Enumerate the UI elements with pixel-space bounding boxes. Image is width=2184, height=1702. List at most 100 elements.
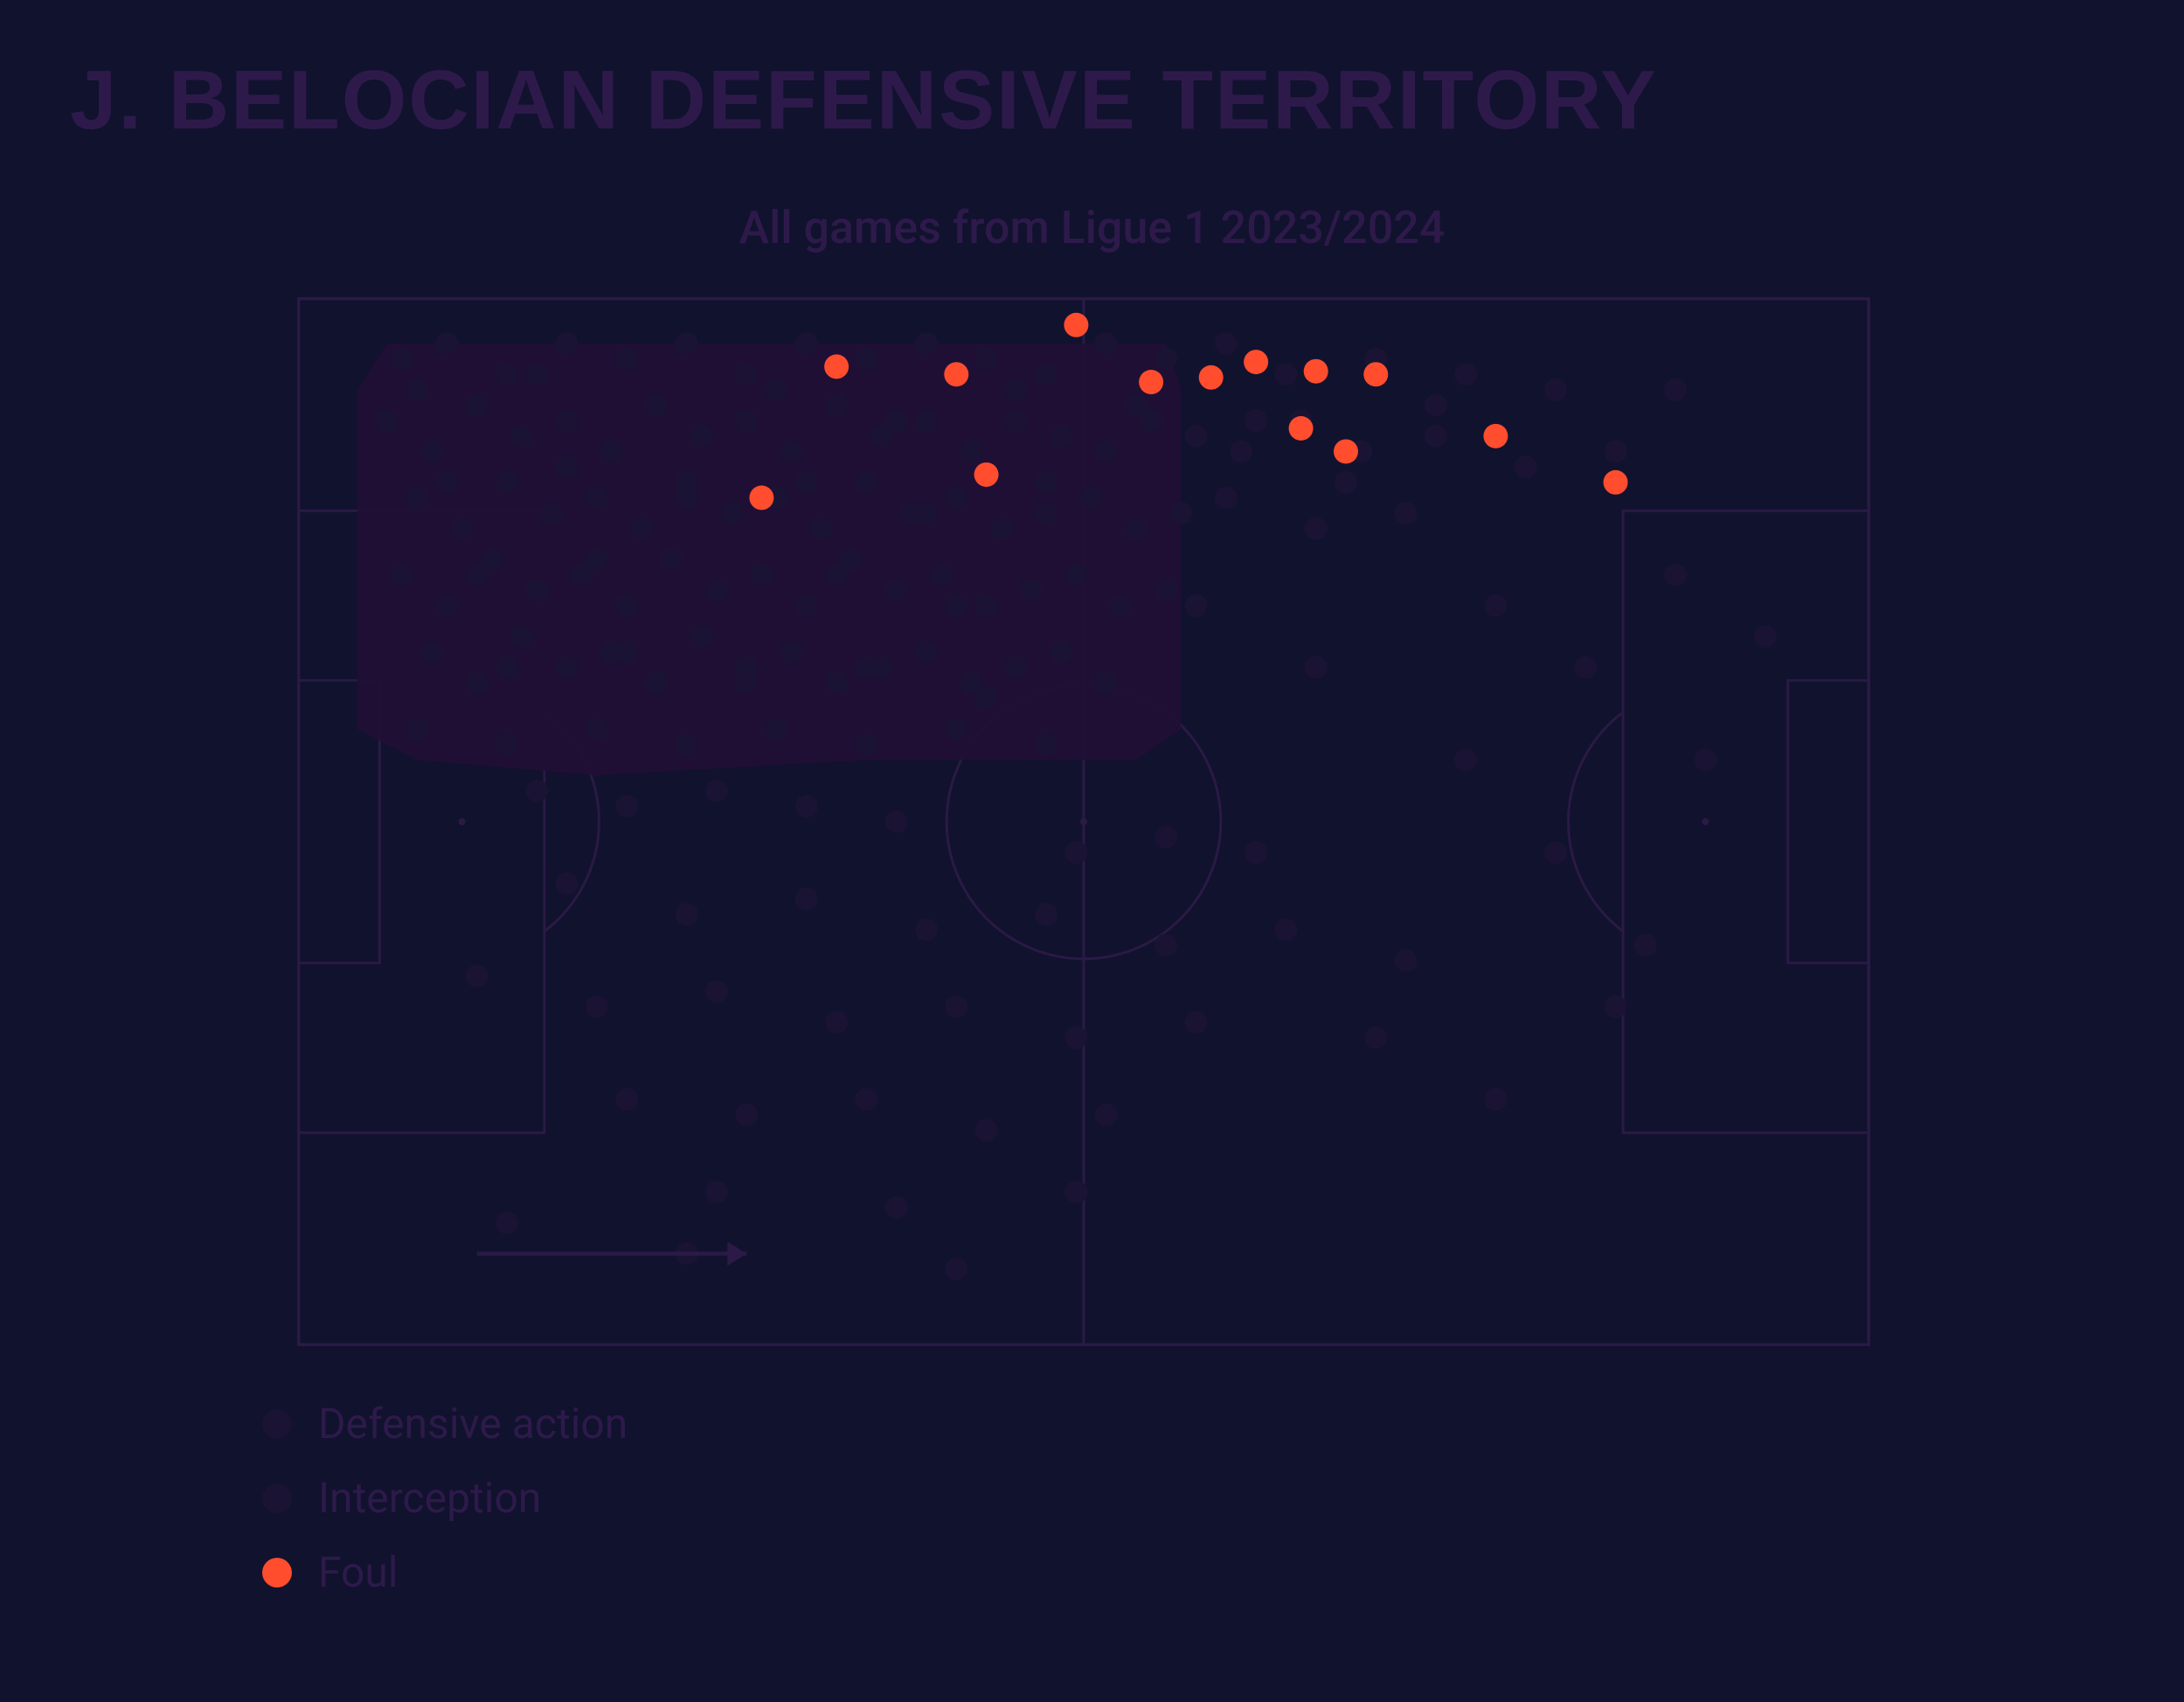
defensive-action-marker xyxy=(525,579,548,601)
defensive-action-marker xyxy=(1484,1088,1507,1111)
interception-marker xyxy=(1305,656,1328,679)
interception-marker xyxy=(406,379,428,401)
penalty-spot xyxy=(459,818,466,825)
foul-marker xyxy=(749,485,773,510)
foul-marker xyxy=(1483,424,1508,448)
defensive-action-marker xyxy=(825,671,848,694)
defensive-action-marker xyxy=(466,671,489,694)
defensive-action-marker xyxy=(690,425,713,448)
defensive-action-marker xyxy=(1454,363,1477,386)
defensive-action-marker xyxy=(1484,594,1507,617)
defensive-action-marker xyxy=(1664,564,1687,587)
defensive-action-marker xyxy=(676,733,698,756)
defensive-action-marker xyxy=(1110,594,1133,617)
interception-marker xyxy=(885,409,908,432)
defensive-action-marker xyxy=(1095,671,1118,694)
defensive-action-marker xyxy=(1215,332,1238,355)
defensive-action-marker xyxy=(795,887,818,910)
defensive-action-marker xyxy=(510,625,533,648)
defensive-action-marker xyxy=(615,1088,638,1111)
foul-marker xyxy=(1289,416,1314,441)
foul-marker xyxy=(974,462,999,487)
defensive-action-marker xyxy=(1095,332,1118,355)
defensive-action-marker xyxy=(1064,1181,1087,1204)
defensive-action-marker xyxy=(1095,1103,1118,1126)
defensive-action-marker xyxy=(705,780,728,802)
defensive-action-marker xyxy=(945,1258,967,1281)
defensive-action-marker xyxy=(466,394,489,417)
foul-marker xyxy=(1139,370,1163,394)
legend-row: Interception xyxy=(262,1473,627,1523)
defensive-action-marker xyxy=(795,594,818,617)
interception-marker xyxy=(1425,394,1447,417)
defensive-action-marker xyxy=(1245,841,1267,864)
defensive-action-marker xyxy=(556,332,579,355)
defensive-action-marker xyxy=(1035,733,1057,756)
defensive-action-marker xyxy=(645,671,668,694)
interception-marker xyxy=(645,394,668,417)
defensive-action-marker xyxy=(556,656,579,679)
foul-marker xyxy=(1199,365,1224,390)
foul-marker xyxy=(1604,470,1628,495)
defensive-action-marker xyxy=(1215,486,1238,509)
defensive-action-marker xyxy=(1050,641,1072,663)
defensive-action-marker xyxy=(1005,409,1028,432)
foul-marker xyxy=(824,354,849,379)
defensive-action-marker xyxy=(1035,363,1057,386)
defensive-action-marker xyxy=(1274,919,1297,941)
penalty-spot xyxy=(1702,818,1709,825)
defensive-action-marker xyxy=(391,348,413,371)
defensive-action-marker xyxy=(1095,440,1118,462)
defensive-action-marker xyxy=(615,795,638,817)
defensive-action-marker xyxy=(1185,1011,1208,1033)
defensive-action-marker xyxy=(1154,579,1177,601)
defensive-action-marker xyxy=(705,1181,728,1204)
defensive-action-marker xyxy=(795,795,818,817)
defensive-action-marker xyxy=(1035,903,1057,926)
interception-marker xyxy=(676,486,698,509)
defensive-action-marker xyxy=(466,964,489,987)
defensive-action-marker xyxy=(1605,996,1627,1018)
chart-subtitle: All games from Ligue 1 2023/2024 xyxy=(0,201,2184,254)
pitch-plot xyxy=(297,297,1870,1346)
defensive-action-marker xyxy=(975,594,998,617)
defensive-action-marker xyxy=(990,518,1013,540)
defensive-action-marker xyxy=(1154,826,1177,849)
defensive-action-marker xyxy=(885,579,908,601)
defensive-action-marker xyxy=(1425,425,1447,448)
defensive-action-marker xyxy=(975,348,998,371)
defensive-action-marker xyxy=(496,733,518,756)
defensive-action-marker xyxy=(1080,486,1103,509)
defensive-action-marker xyxy=(600,440,623,462)
defensive-action-marker xyxy=(945,486,967,509)
interception-marker xyxy=(735,671,758,694)
defensive-action-marker xyxy=(1544,841,1567,864)
defensive-action-marker xyxy=(1185,425,1208,448)
defensive-action-marker xyxy=(1454,748,1477,771)
defensive-action-marker xyxy=(915,919,938,941)
defensive-action-marker xyxy=(496,363,518,386)
chart-container: J. BELOCIAN DEFENSIVE TERRITORY All game… xyxy=(0,0,2184,1702)
defensive-action-marker xyxy=(915,409,938,432)
defensive-action-marker xyxy=(540,502,563,524)
defensive-action-marker xyxy=(1274,363,1297,386)
defensive-action-marker xyxy=(406,486,428,509)
legend: Defensive actionInterceptionFoul xyxy=(262,1399,627,1622)
defensive-action-marker xyxy=(825,394,848,417)
legend-label: Foul xyxy=(318,1547,399,1597)
legend-dot xyxy=(262,1558,292,1587)
defensive-action-marker xyxy=(1154,934,1177,956)
defensive-action-marker xyxy=(810,518,833,540)
legend-row: Foul xyxy=(262,1547,627,1597)
defensive-action-marker xyxy=(690,625,713,648)
defensive-action-marker xyxy=(855,1088,877,1111)
defensive-action-marker xyxy=(586,486,608,509)
defensive-action-marker xyxy=(525,780,548,802)
defensive-action-marker xyxy=(795,332,818,355)
defensive-action-marker xyxy=(420,440,443,462)
interception-marker xyxy=(1035,471,1057,494)
interception-marker xyxy=(825,564,848,587)
defensive-action-marker xyxy=(720,502,743,524)
defensive-action-marker xyxy=(586,718,608,740)
defensive-action-marker xyxy=(1169,502,1192,524)
